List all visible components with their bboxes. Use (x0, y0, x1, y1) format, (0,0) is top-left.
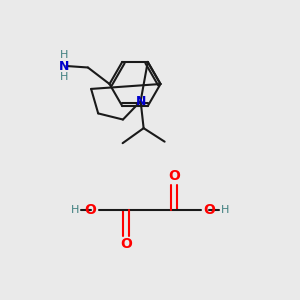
Text: H: H (221, 205, 229, 215)
Text: O: O (120, 237, 132, 251)
Text: N: N (135, 95, 146, 108)
Text: N: N (59, 59, 69, 73)
Text: H: H (60, 72, 68, 82)
Text: O: O (203, 203, 215, 217)
Text: O: O (85, 203, 97, 217)
Text: H: H (60, 50, 68, 60)
Text: H: H (71, 205, 79, 215)
Text: O: O (168, 169, 180, 183)
